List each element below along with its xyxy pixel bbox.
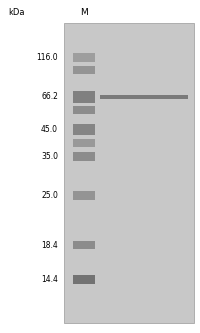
Text: 66.2: 66.2 [41,92,58,101]
Text: 116.0: 116.0 [36,53,58,62]
FancyBboxPatch shape [73,66,95,74]
Text: 14.4: 14.4 [41,275,58,284]
Text: 18.4: 18.4 [41,240,58,250]
FancyBboxPatch shape [73,125,95,135]
FancyBboxPatch shape [73,53,95,62]
FancyBboxPatch shape [73,107,95,114]
FancyBboxPatch shape [73,140,95,147]
FancyBboxPatch shape [73,275,95,284]
FancyBboxPatch shape [73,191,95,200]
Text: 45.0: 45.0 [41,125,58,134]
Text: M: M [80,8,88,17]
Text: kDa: kDa [8,8,24,17]
FancyBboxPatch shape [73,91,95,103]
Text: 25.0: 25.0 [41,191,58,200]
FancyBboxPatch shape [100,95,188,99]
FancyBboxPatch shape [73,152,95,161]
Text: 35.0: 35.0 [41,152,58,161]
FancyBboxPatch shape [73,241,95,249]
FancyBboxPatch shape [64,23,194,323]
